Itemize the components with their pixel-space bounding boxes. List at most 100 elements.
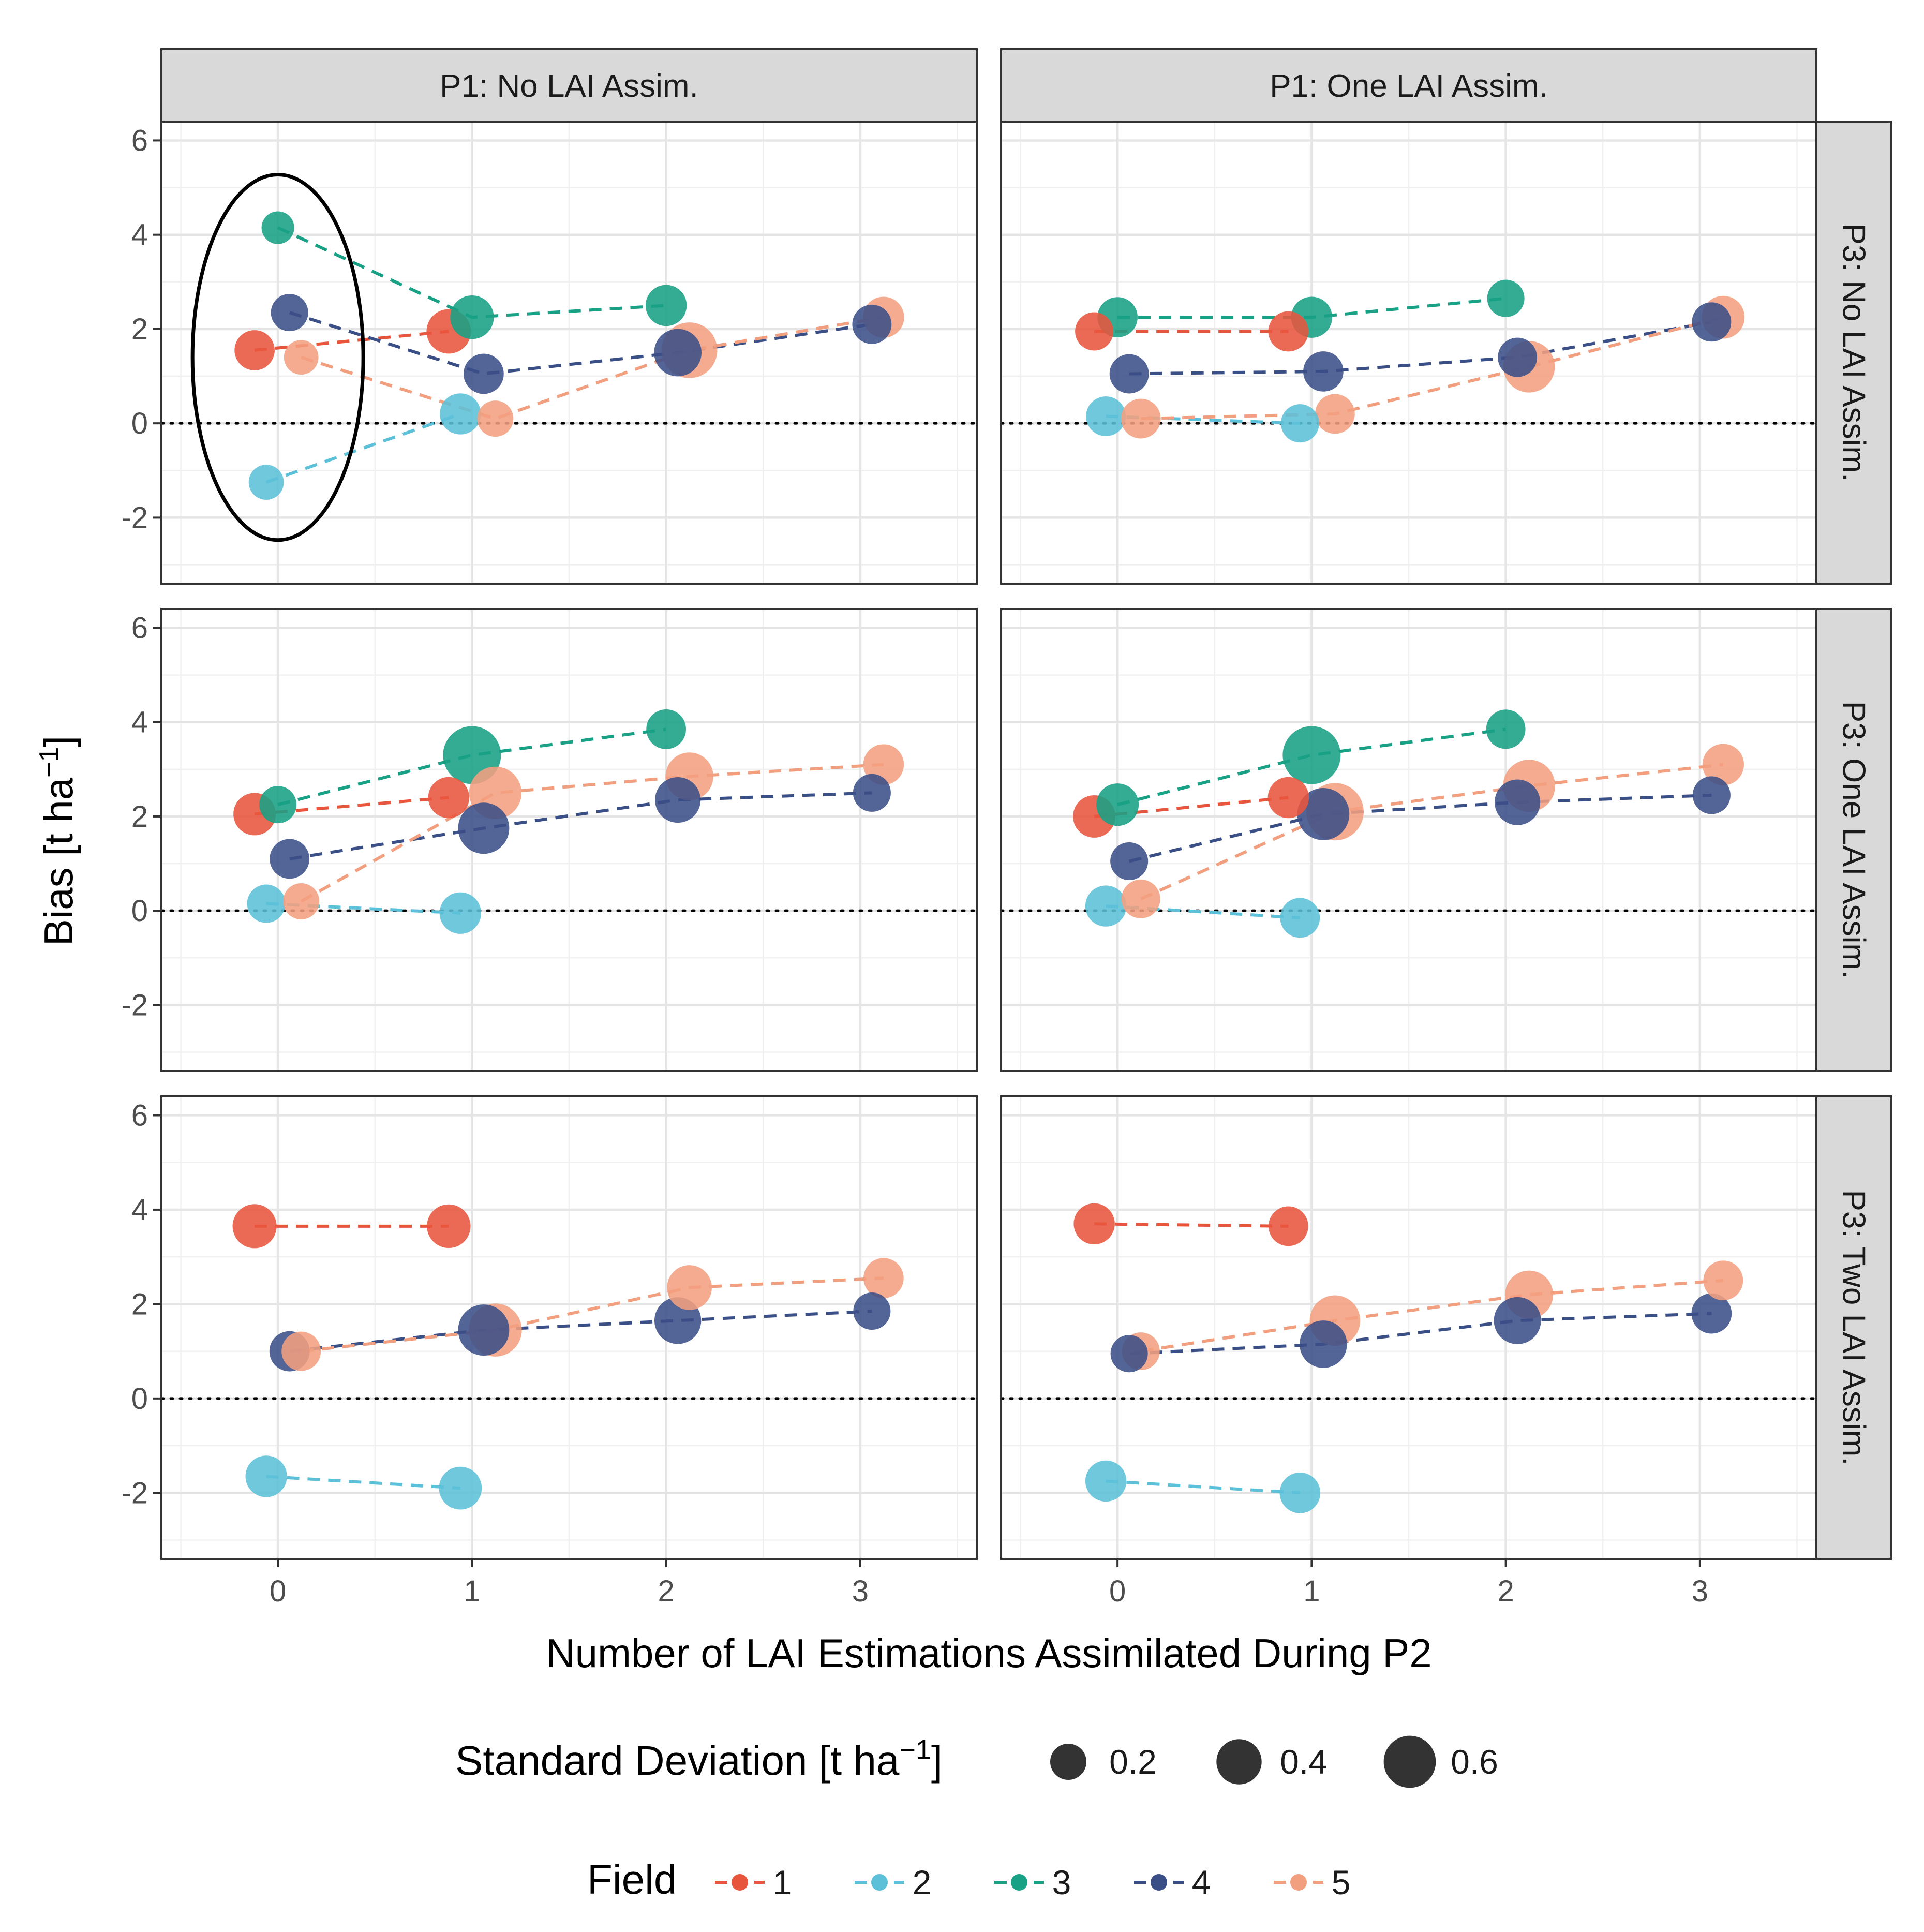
row-strip-label: P3: No LAI Assim. <box>1836 224 1872 482</box>
data-point-field-1 <box>234 330 275 370</box>
row-strip-label: P3: One LAI Assim. <box>1836 701 1872 979</box>
series-line-field-5 <box>1141 316 1724 421</box>
data-point-field-5 <box>477 400 514 437</box>
color-legend-key-point-field-1 <box>732 1874 748 1891</box>
color-legend-label: 4 <box>1192 1863 1211 1901</box>
data-point-field-2 <box>1086 396 1126 436</box>
size-legend-title-close: ] <box>931 1737 943 1784</box>
data-point-field-4 <box>853 1292 891 1330</box>
series-line-field-5 <box>301 316 884 421</box>
data-point-field-5 <box>1315 394 1355 434</box>
data-point-field-5 <box>284 340 319 375</box>
data-point-field-4 <box>654 329 702 377</box>
data-point-field-3 <box>1487 279 1525 317</box>
color-legend-key-point-field-4 <box>1151 1874 1167 1891</box>
series-layer <box>190 173 1745 1513</box>
data-point-field-5 <box>1703 1260 1743 1301</box>
x-tick-label: 0 <box>270 1574 286 1608</box>
data-point-field-2 <box>1085 1460 1127 1502</box>
size-legend-label: 0.6 <box>1451 1743 1498 1781</box>
column-strip-label: P1: One LAI Assim. <box>1270 68 1548 104</box>
y-tick-label: 0 <box>131 1382 148 1416</box>
panel-lines <box>1094 1222 1724 1495</box>
data-point-field-4 <box>1110 1335 1148 1373</box>
data-point-field-1 <box>428 777 470 819</box>
color-legend-label: 2 <box>913 1863 932 1901</box>
panel-frame <box>160 608 978 1072</box>
series-line-field-5 <box>301 1276 884 1353</box>
y-tick-label: 6 <box>131 611 148 645</box>
data-point-field-5 <box>281 1331 321 1371</box>
data-point-field-2 <box>1085 885 1127 927</box>
size-legend-label: 0.2 <box>1109 1743 1157 1781</box>
data-point-field-4 <box>1494 1297 1541 1344</box>
data-point-field-4 <box>1692 302 1732 342</box>
y-tick-label: 6 <box>131 124 148 157</box>
y-tick-label: 0 <box>131 894 148 928</box>
column-strip-label: P1: No LAI Assim. <box>440 68 698 104</box>
x-tick-label: 1 <box>464 1574 480 1608</box>
data-point-field-4 <box>464 353 504 394</box>
color-legend-label: 5 <box>1332 1863 1351 1901</box>
panel-points <box>1075 279 1745 443</box>
series-line-field-5 <box>300 763 884 903</box>
size-legend-title: Standard Deviation [t ha−1] <box>455 1734 943 1784</box>
data-point-field-1 <box>427 1204 471 1249</box>
series-line-field-4 <box>289 1310 872 1353</box>
data-point-field-4 <box>1498 337 1538 377</box>
panel-points <box>1073 709 1744 938</box>
panel-lines <box>255 1224 884 1490</box>
data-point-field-1 <box>1268 1206 1308 1246</box>
data-point-field-3 <box>259 786 297 824</box>
grid-layer <box>160 122 1818 1559</box>
y-tick-label: 4 <box>131 218 148 252</box>
series-line-field-1 <box>1094 1222 1289 1228</box>
row-strip <box>1815 608 1892 1072</box>
size-legend-key <box>1216 1739 1262 1785</box>
x-tick-label: 3 <box>852 1574 869 1608</box>
panel-frame <box>1000 608 1817 1072</box>
data-point-field-4 <box>853 774 891 812</box>
y-tick-label: 4 <box>131 1193 148 1227</box>
series-line-field-4 <box>1128 793 1712 863</box>
data-point-field-1 <box>1073 1203 1115 1245</box>
y-tick-label: 0 <box>131 407 148 440</box>
data-point-field-3 <box>1486 709 1526 749</box>
panel-frame-layer <box>160 121 1817 1560</box>
data-point-field-5 <box>1121 398 1161 439</box>
y-axis-title-superscript: −1 <box>34 747 64 778</box>
data-point-field-5 <box>863 1258 904 1299</box>
y-tick-label: 2 <box>131 1287 148 1321</box>
panel-frame <box>1000 121 1817 585</box>
series-line-field-4 <box>1129 1312 1712 1356</box>
panel-points <box>1073 1203 1743 1513</box>
data-point-field-2 <box>439 1466 482 1510</box>
series-line-field-4 <box>289 311 872 376</box>
color-legend-label: 1 <box>773 1863 792 1901</box>
panel-frame <box>1000 1095 1817 1560</box>
data-point-field-3 <box>646 709 687 749</box>
data-point-field-4 <box>1109 354 1149 394</box>
color-legend-key-point-field-2 <box>871 1874 888 1891</box>
legend-layer: Standard Deviation [t ha−1] 0.2 0.4 0.6 Fiel… <box>455 1734 1498 1903</box>
data-point-field-4 <box>458 802 510 854</box>
data-point-field-3 <box>1282 726 1341 784</box>
y-tick-label: 6 <box>131 1098 148 1132</box>
data-point-field-1 <box>1268 311 1309 352</box>
data-point-field-3 <box>261 211 294 244</box>
y-tick-label: 4 <box>131 706 148 739</box>
series-line-field-5 <box>1140 1279 1724 1353</box>
axes-layer: -2 0 2 4 6 -2 0 2 4 6 -2 0 2 4 6 0 1 2 3 0 1 2 3 Number of LAI … <box>34 124 1708 1676</box>
data-point-field-4 <box>458 1304 510 1356</box>
series-line-field-3 <box>277 727 666 807</box>
x-axis-title: Number of LAI Estimations Assimilated Du… <box>546 1630 1431 1676</box>
data-point-field-2 <box>440 393 481 435</box>
panel-points <box>232 1204 904 1510</box>
color-legend-label: 3 <box>1052 1863 1071 1901</box>
data-point-field-2 <box>1280 404 1319 443</box>
data-point-field-2 <box>245 1455 287 1497</box>
series-line-field-1 <box>254 330 449 352</box>
x-tick-label: 2 <box>658 1574 674 1608</box>
data-point-field-5 <box>1121 879 1160 918</box>
